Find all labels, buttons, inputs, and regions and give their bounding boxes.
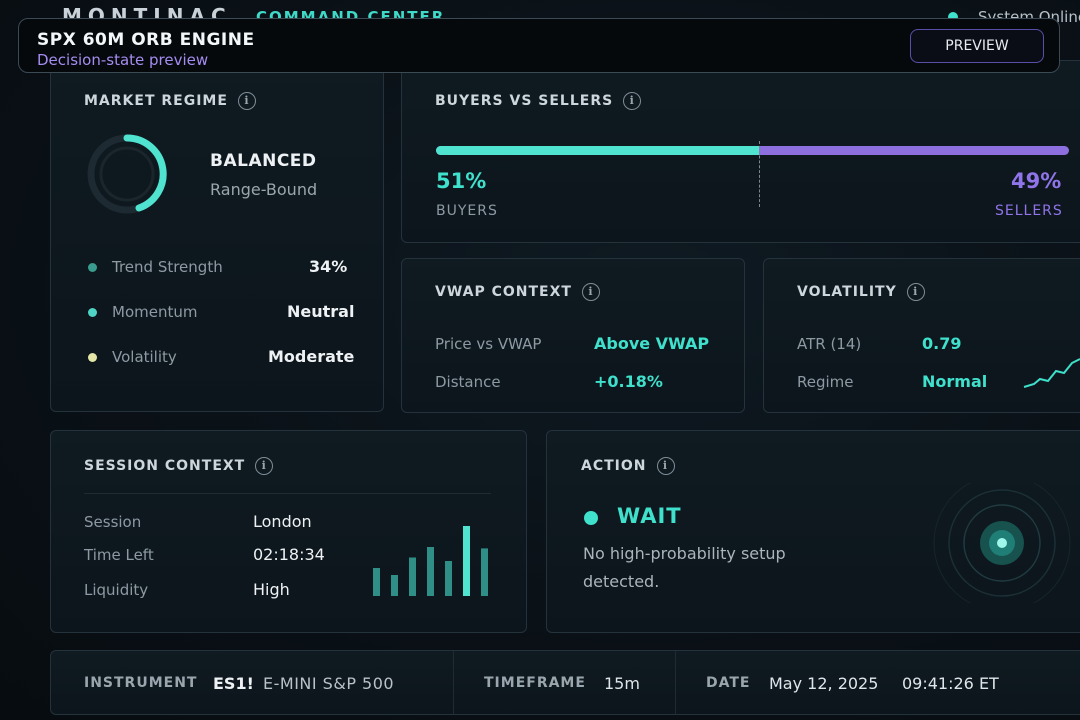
volatility-label: Volatility [112, 348, 177, 366]
info-icon[interactable]: i [906, 283, 925, 301]
sellers-percent: 49% [1011, 169, 1062, 193]
liquidity-bar [463, 526, 470, 596]
volatility-title: VOLATILITY i [797, 283, 925, 301]
time-value: 09:41:26 ET [902, 674, 999, 693]
instrument-symbol: ES1! [213, 674, 254, 693]
date-value: May 12, 2025 [769, 674, 879, 693]
market-regime-card: MARKET REGIME i BALANCED Range-Bound Tren… [50, 60, 384, 412]
preview-banner: SPX 60M ORB ENGINE Decision-state previe… [18, 18, 1060, 73]
liquidity-label: Liquidity [84, 581, 149, 599]
momentum-dot [88, 308, 97, 317]
momentum-label: Momentum [112, 303, 198, 321]
volatility-card: VOLATILITY i ATR (14) 0.79 Regime Normal [763, 258, 1080, 413]
buyers-percent: 51% [436, 169, 487, 193]
volatility-dot [88, 353, 97, 362]
atr-value: 0.79 [922, 334, 962, 353]
regime-substate: Range-Bound [210, 180, 318, 199]
volatility-sparkline-icon [1023, 358, 1080, 388]
buyers-sellers-title-text: BUYERS VS SELLERS [435, 93, 614, 109]
liquidity-bar [391, 575, 398, 596]
action-message-line2: detected. [583, 572, 660, 591]
distance-value: +0.18% [594, 372, 663, 391]
liquidity-bar [373, 568, 380, 596]
volatility-title-text: VOLATILITY [797, 284, 897, 300]
action-message-line1: No high-probability setup [583, 544, 786, 563]
instrument-name: E-MINI S&P 500 [263, 674, 395, 693]
status-dot-icon [948, 12, 958, 22]
time-left-label: Time Left [84, 546, 154, 564]
liquidity-bar [427, 547, 434, 596]
trend-strength-label: Trend Strength [112, 258, 223, 276]
liquidity-value: High [253, 580, 290, 599]
session-context-card: SESSION CONTEXT i Session London Time Lef… [50, 430, 527, 633]
balance-divider [758, 141, 760, 207]
info-icon[interactable]: i [237, 92, 256, 110]
buyers-bar-fill [436, 146, 759, 155]
timeframe-value: 15m [604, 674, 640, 693]
vwap-title-text: VWAP CONTEXT [435, 284, 572, 300]
buyers-sellers-bar [436, 146, 1069, 155]
footer-divider [453, 651, 454, 714]
session-label: Session [84, 513, 142, 531]
banner-title: SPX 60M ORB ENGINE [37, 30, 255, 50]
vwap-title: VWAP CONTEXT i [435, 283, 600, 301]
market-regime-title-text: MARKET REGIME [84, 93, 228, 109]
radar-target-icon [933, 483, 1071, 603]
price-vs-vwap-value: Above VWAP [594, 334, 710, 353]
footer-divider [675, 651, 676, 714]
brand-logo-text: MONTINAC [62, 4, 232, 22]
session-value: London [253, 512, 312, 531]
regime-state: BALANCED [210, 151, 317, 171]
sellers-label: SELLERS [995, 203, 1063, 219]
action-card: ACTION i WAIT No high-probability setup d… [546, 430, 1080, 633]
buyers-label: BUYERS [436, 203, 498, 219]
price-vs-vwap-label: Price vs VWAP [435, 335, 542, 353]
action-status-dot [584, 511, 598, 525]
action-title-text: ACTION [581, 458, 647, 474]
session-divider [84, 493, 491, 494]
regime-gauge-icon [87, 134, 167, 214]
timeframe-label: TIMEFRAME [484, 675, 586, 691]
info-icon[interactable]: i [255, 457, 274, 475]
volatility-value: Moderate [268, 347, 355, 366]
info-icon[interactable]: i [581, 283, 600, 301]
vwap-context-card: VWAP CONTEXT i Price vs VWAP Above VWAP D… [401, 258, 745, 413]
time-left-value: 02:18:34 [253, 545, 325, 564]
trend-strength-dot [88, 263, 97, 272]
session-title: SESSION CONTEXT i [84, 457, 274, 475]
liquidity-bar [445, 561, 452, 596]
banner-subtitle: Decision-state preview [37, 51, 209, 69]
date-label: DATE [706, 675, 751, 691]
action-title: ACTION i [581, 457, 675, 475]
action-state: WAIT [617, 504, 682, 528]
trend-strength-value: 34% [309, 257, 348, 276]
market-regime-title: MARKET REGIME i [84, 92, 256, 110]
buyers-sellers-title: BUYERS VS SELLERS i [435, 92, 642, 110]
instrument-footer: INSTRUMENT ES1! E-MINI S&P 500 TIMEFRAME… [50, 650, 1080, 715]
atr-label: ATR (14) [797, 335, 862, 353]
vol-regime-value: Normal [922, 372, 988, 391]
instrument-label: INSTRUMENT [84, 675, 198, 691]
distance-label: Distance [435, 373, 501, 391]
buyers-sellers-card: BUYERS VS SELLERS i 51% BUYERS 49% SELLER… [401, 60, 1080, 243]
info-icon[interactable]: i [656, 457, 675, 475]
info-icon[interactable]: i [623, 92, 642, 110]
preview-button[interactable]: PREVIEW [910, 29, 1044, 63]
liquidity-bar [481, 548, 488, 596]
session-title-text: SESSION CONTEXT [84, 458, 246, 474]
liquidity-bars-icon [373, 526, 488, 596]
liquidity-bar [409, 557, 416, 596]
vol-regime-label: Regime [797, 373, 854, 391]
momentum-value: Neutral [287, 302, 355, 321]
